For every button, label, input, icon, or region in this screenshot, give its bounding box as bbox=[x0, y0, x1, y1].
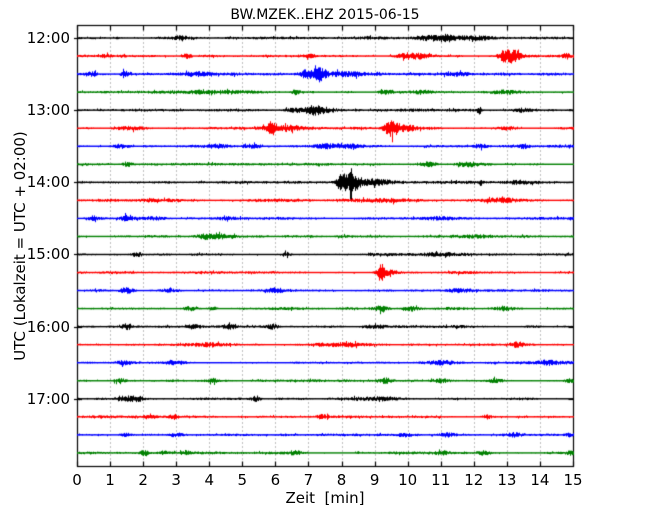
y-tick-label: 12:00 bbox=[26, 29, 70, 47]
x-tick-label: 4 bbox=[204, 471, 215, 489]
x-tick-label: 0 bbox=[72, 471, 82, 489]
x-tick-label: 1 bbox=[105, 471, 115, 489]
x-tick-label: 13 bbox=[497, 471, 517, 489]
y-tick-label: 14:00 bbox=[26, 173, 70, 192]
plot-title: BW.MZEK..EHZ 2015-06-15 bbox=[230, 7, 420, 23]
x-tick-label: 3 bbox=[171, 471, 181, 489]
y-tick-label: 15:00 bbox=[26, 245, 70, 264]
x-tick-label: 11 bbox=[431, 471, 451, 489]
y-tick-label: 17:00 bbox=[26, 389, 70, 408]
x-tick-label: 9 bbox=[369, 471, 380, 489]
x-tick-label: 6 bbox=[270, 471, 281, 489]
x-tick-label: 7 bbox=[303, 471, 314, 489]
x-tick-label: 2 bbox=[138, 471, 148, 489]
x-tick-label: 5 bbox=[237, 471, 248, 489]
y-tick-label: 13:00 bbox=[26, 101, 70, 120]
x-tick-label: 10 bbox=[398, 471, 418, 489]
x-tick-label: 14 bbox=[530, 471, 550, 489]
x-tick-label: 8 bbox=[336, 471, 347, 489]
y-tick-label: 16:00 bbox=[26, 317, 70, 336]
x-tick-label: 15 bbox=[563, 471, 583, 489]
x-axis-label: Zeit [min] bbox=[285, 489, 365, 507]
x-tick-label: 12 bbox=[464, 471, 484, 489]
